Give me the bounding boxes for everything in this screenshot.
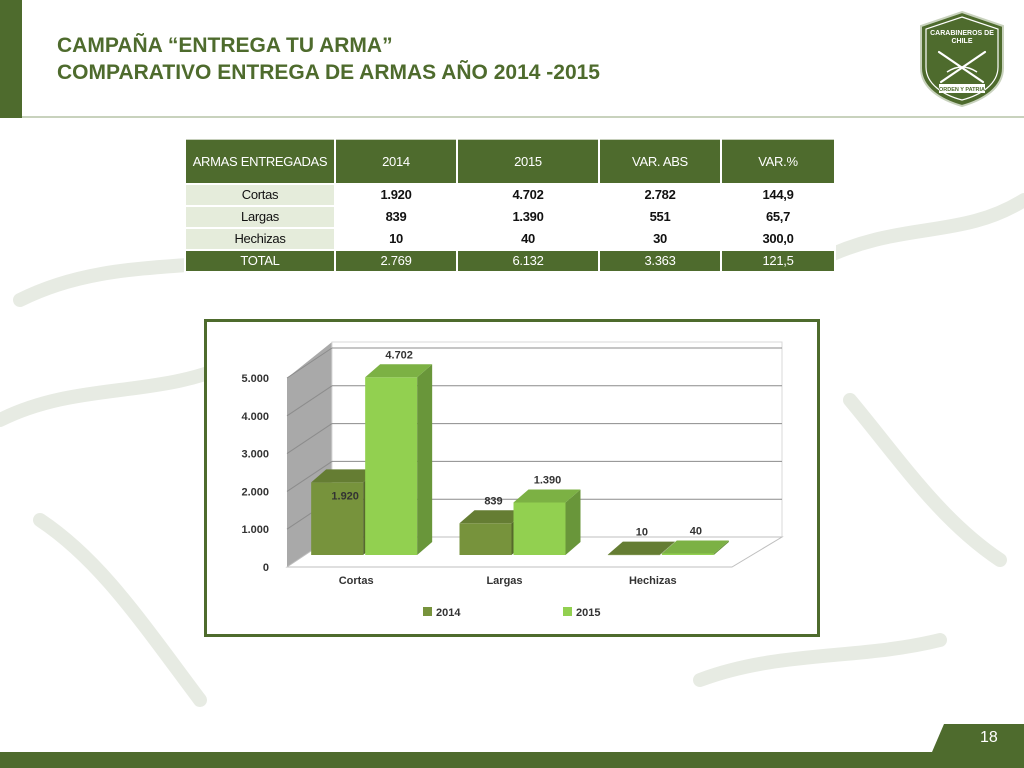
table-header-row: ARMAS ENTREGADAS 2014 2015 VAR. ABS VAR.… bbox=[184, 139, 836, 185]
x-tick-label: Largas bbox=[486, 575, 522, 587]
total-cell: 2.769 bbox=[334, 248, 458, 273]
y-tick-label: 5.000 bbox=[241, 373, 269, 385]
bar-2014-Largas bbox=[459, 523, 512, 555]
legend-swatch-2014 bbox=[423, 607, 432, 616]
data-label: 10 bbox=[636, 527, 648, 539]
bar-2014-Cortas bbox=[311, 482, 364, 555]
col-header-armas: ARMAS ENTREGADAS bbox=[184, 139, 336, 185]
col-header-2015: 2015 bbox=[456, 139, 600, 185]
total-cell: 121,5 bbox=[720, 248, 836, 273]
bar-top-2014-Largas bbox=[459, 510, 527, 524]
legend-label: 2014 bbox=[436, 607, 461, 619]
page-number: 18 bbox=[944, 724, 1024, 752]
row-label: Largas bbox=[184, 204, 336, 229]
y-tick-label: 0 bbox=[263, 562, 269, 574]
legend-label: 2015 bbox=[576, 607, 600, 619]
cell: 2.782 bbox=[598, 182, 722, 207]
svg-text:CHILE: CHILE bbox=[952, 38, 973, 45]
bar-side-2015-Cortas bbox=[417, 364, 433, 555]
col-header-var-pct: VAR.% bbox=[720, 139, 836, 185]
bar-side-2014-Hechizas bbox=[659, 541, 675, 555]
y-tick-label: 2.000 bbox=[241, 486, 269, 498]
cell: 144,9 bbox=[720, 182, 836, 207]
title-line-1: CAMPAÑA “ENTREGA TU ARMA” bbox=[57, 34, 393, 57]
cell: 4.702 bbox=[456, 182, 600, 207]
page-title: CAMPAÑA “ENTREGA TU ARMA” COMPARATIVO EN… bbox=[57, 32, 600, 86]
bar-top-2014-Hechizas bbox=[607, 541, 675, 555]
bar-top-2015-Largas bbox=[513, 489, 581, 503]
y-tick-label: 1.000 bbox=[241, 524, 269, 536]
data-label: 1.920 bbox=[331, 490, 359, 502]
row-label: Hechizas bbox=[184, 226, 336, 251]
data-label: 4.702 bbox=[385, 349, 413, 361]
table-total-row: TOTAL 2.769 6.132 3.363 121,5 bbox=[184, 248, 836, 273]
header-accent-bar bbox=[0, 0, 22, 118]
table-row: Largas 839 1.390 551 65,7 bbox=[184, 204, 836, 229]
bar-top-2015-Cortas bbox=[365, 364, 433, 378]
gridline-side bbox=[286, 385, 333, 417]
bar-2015-Cortas bbox=[365, 377, 418, 555]
table-row: Hechizas 10 40 30 300,0 bbox=[184, 226, 836, 251]
bar-2015-Largas bbox=[513, 502, 566, 555]
total-label: TOTAL bbox=[184, 248, 336, 273]
carabineros-shield-logo: CARABINEROS DE CHILE ORDEN Y PATRIA bbox=[920, 10, 1004, 108]
bar-top-2015-Hechizas bbox=[661, 540, 729, 554]
footer-bar bbox=[0, 752, 1024, 768]
bar-top-2014-Cortas bbox=[311, 469, 379, 483]
svg-text:CARABINEROS DE: CARABINEROS DE bbox=[930, 30, 994, 37]
gridline-side bbox=[286, 423, 333, 455]
bar-side-2015-Hechizas bbox=[713, 540, 729, 555]
y-tick-label: 3.000 bbox=[241, 449, 269, 461]
data-label: 40 bbox=[690, 525, 702, 537]
weapons-table: ARMAS ENTREGADAS 2014 2015 VAR. ABS VAR.… bbox=[184, 139, 836, 273]
table-row: Cortas 1.920 4.702 2.782 144,9 bbox=[184, 182, 836, 207]
page-number-notch bbox=[932, 724, 944, 752]
data-label: 839 bbox=[484, 495, 502, 507]
y-tick-label: 4.000 bbox=[241, 411, 269, 423]
svg-text:ORDEN Y PATRIA: ORDEN Y PATRIA bbox=[939, 87, 985, 93]
cell: 551 bbox=[598, 204, 722, 229]
bar-side-2015-Largas bbox=[565, 489, 581, 555]
cell: 65,7 bbox=[720, 204, 836, 229]
cell: 300,0 bbox=[720, 226, 836, 251]
bar-chart: 0 1.000 2.000 3.000 4.000 5.000 1.920 4.702 Cort… bbox=[241, 341, 784, 619]
total-cell: 3.363 bbox=[598, 248, 722, 273]
gridline-side bbox=[286, 460, 333, 492]
total-cell: 6.132 bbox=[456, 248, 600, 273]
col-header-2014: 2014 bbox=[334, 139, 458, 185]
header-divider bbox=[22, 116, 1024, 118]
data-label: 1.390 bbox=[534, 474, 562, 486]
chart-frame: 0 1.000 2.000 3.000 4.000 5.000 1.920 4.702 Cort… bbox=[204, 319, 820, 637]
bar-2015-Hechizas bbox=[661, 553, 714, 555]
cell: 30 bbox=[598, 226, 722, 251]
cell: 1.920 bbox=[334, 182, 458, 207]
cell: 1.390 bbox=[456, 204, 600, 229]
cell: 10 bbox=[334, 226, 458, 251]
col-header-var-abs: VAR. ABS bbox=[598, 139, 722, 185]
cell: 839 bbox=[334, 204, 458, 229]
bar-2014-Hechizas bbox=[607, 554, 660, 556]
x-tick-label: Cortas bbox=[339, 575, 374, 587]
row-label: Cortas bbox=[184, 182, 336, 207]
title-line-2: COMPARATIVO ENTREGA DE ARMAS AÑO 2014 -2… bbox=[57, 61, 600, 84]
x-tick-label: Hechizas bbox=[629, 575, 677, 587]
legend-swatch-2015 bbox=[563, 607, 572, 616]
gridline-side bbox=[286, 347, 333, 379]
cell: 40 bbox=[456, 226, 600, 251]
